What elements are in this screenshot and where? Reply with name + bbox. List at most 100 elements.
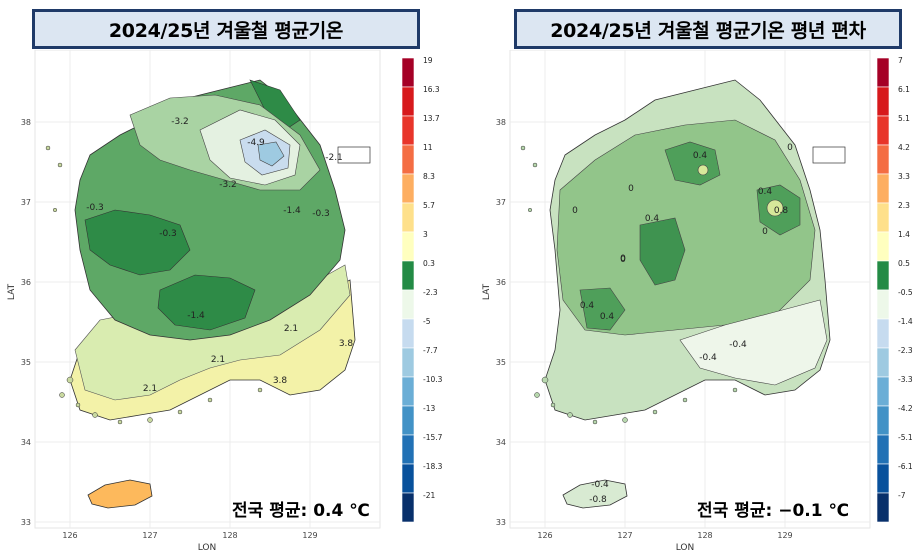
right-y-tick: 36 [496,278,506,287]
right-legend-label: -7 [898,491,906,500]
right-legend-label: -0.5 [898,288,913,297]
left-legend-label: 13.7 [423,114,440,123]
right-y-tick: 34 [496,438,506,447]
right-map-title: 2024/25년 겨울철 평균기온 평년 편차 [514,9,902,49]
left-jeju-island [87,479,153,509]
right-legend-swatch [876,115,890,146]
right-contour-label: 0 [620,255,626,265]
left-y-tick: 33 [21,518,31,527]
right-legend-swatch [876,492,890,523]
left-legend-label: 8.3 [423,172,435,181]
left-contour-label: 3.8 [339,339,354,349]
right-legend-label: -1.4 [898,317,913,326]
left-legend-label: -2.3 [423,288,438,297]
left-contour-label: -2.1 [325,153,343,163]
left-legend-swatch [401,318,415,349]
right-legend-swatch [876,202,890,233]
right-legend-swatch [876,376,890,407]
right-legend-label: 2.3 [898,201,910,210]
right-legend-label: 0.5 [898,259,910,268]
right-legend-label: -4.2 [898,404,913,413]
left-contour-label: 2.1 [211,355,225,365]
left-y-tick: 36 [21,278,31,287]
left-legend-swatch [401,260,415,291]
left-x-tick: 128 [222,531,237,540]
right-contour-label: -0.4 [699,353,717,363]
left-legend-label: 0.3 [423,259,435,268]
left-contour-label: -1.4 [283,206,301,216]
right-contour-label: 0 [620,254,626,264]
right-legend-swatch [876,231,890,262]
right-legend-swatch [876,463,890,494]
right-contour-label: 0.4 [600,312,615,322]
right-contour-label: 0 [762,227,768,237]
left-legend-label: -5 [423,317,431,326]
left-legend-swatch [401,144,415,175]
right-legend-label: -2.3 [898,346,913,355]
left-xlabel: LON [198,543,217,553]
right-map-panel: 0.4 0 0 0.4 0.8 0 0 0.4 0 0.4 0.4 -0.4 -0.4 -0.4 -0.8 0… [475,50,920,557]
left-legend-label: -18.3 [423,462,443,471]
right-contour-label: -0.8 [589,495,607,505]
left-land-darkgreen-1 [84,209,191,276]
right-legend-swatch [876,405,890,436]
left-legend-swatch [401,376,415,407]
right-y-tick: 33 [496,518,506,527]
right-legend-swatch [876,347,890,378]
right-legend-label: 1.4 [898,230,910,239]
right-legend-label: 4.2 [898,143,910,152]
left-legend-label: -10.3 [423,375,443,384]
left-x-tick: 127 [142,531,157,540]
left-legend-label: -13 [423,404,435,413]
left-inset-box [337,146,371,164]
left-y-tick: 38 [21,118,31,127]
left-x-tick: 126 [62,531,77,540]
right-contour-label: -0.4 [729,340,747,350]
left-average-text: 전국 평균: 0.4 ℃ [232,501,370,521]
right-legend-label: 6.1 [898,85,910,94]
left-y-tick: 37 [21,198,31,207]
right-x-tick: 128 [697,531,712,540]
right-islands [520,145,738,425]
right-land-pale [679,299,828,386]
right-legend-swatch [876,144,890,175]
right-hotspot-core [766,199,784,217]
left-land-darkgreen-2 [157,274,256,331]
left-x-ticks: 126 127 128 129 [62,531,317,540]
left-legend-label: 3 [423,230,428,239]
right-contour-label: 0 [628,184,634,194]
right-average-text: 전국 평균: −0.1 ℃ [697,501,850,521]
left-ylabel: LAT [7,283,17,300]
left-y-tick: 35 [21,358,31,367]
right-legend-label: -5.1 [898,433,913,442]
left-map-panel: -3.2 -4.9 -3.2 -1.4 -0.3 -1.4 2.1 3.8 2.1 2.1 3.8 -… [0,50,445,557]
right-y-tick: 35 [496,358,506,367]
right-legend-label: 7 [898,56,903,65]
left-legend-swatch [401,86,415,117]
left-contour-label: -1.4 [187,311,205,321]
right-ylabel: LAT [482,283,492,300]
right-contour-label: 0.4 [580,301,595,311]
right-land-dark-3 [639,217,686,286]
left-legend-swatch [401,57,415,88]
right-legend-swatch [876,260,890,291]
right-contour-label: 0 [787,143,793,153]
left-legend-swatch [401,231,415,262]
left-legend-label: -15.7 [423,433,443,442]
right-x-tick: 127 [617,531,632,540]
right-legend-swatch [876,318,890,349]
left-legend-label: 19 [423,56,433,65]
right-contour-label: 0.4 [645,214,660,224]
left-map-title: 2024/25년 겨울철 평균기온 [32,9,420,49]
right-x-tick: 126 [537,531,552,540]
left-contour-label: -3.2 [171,117,189,127]
right-legend-label: -6.1 [898,462,913,471]
left-contour-label: 3.8 [273,376,288,386]
right-y-ticks: 38 37 36 35 34 33 [496,118,506,527]
right-legend-label: 3.3 [898,172,910,181]
left-contour-label: -0.3 [86,203,104,213]
right-x-tick: 129 [777,531,792,540]
right-inset-box [812,146,846,164]
right-legend-swatch [876,57,890,88]
